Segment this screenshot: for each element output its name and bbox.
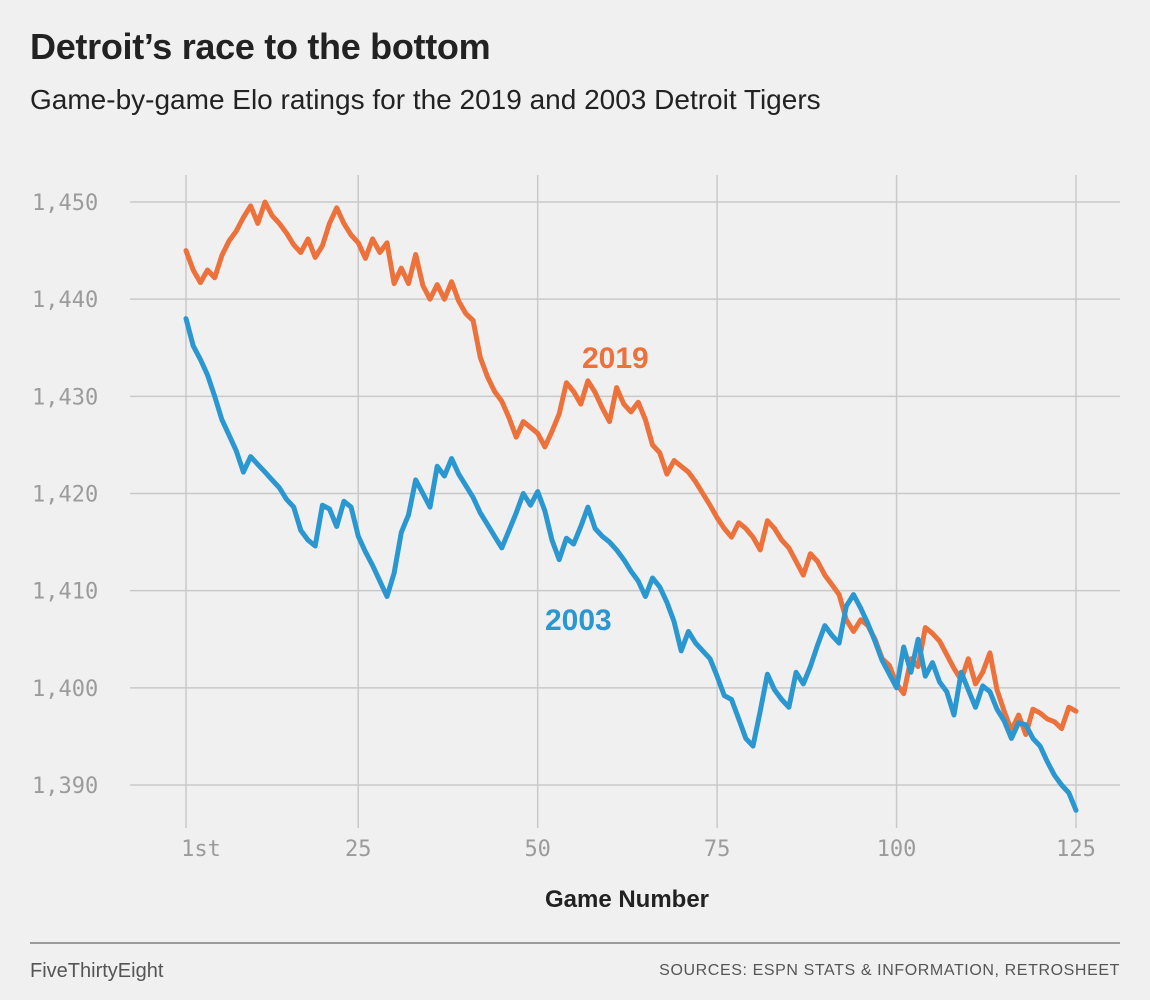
x-axis-label: Game Number [545, 886, 709, 913]
y-axis-ticks: 1,390 1,400 1,410 1,420 1,430 1,440 1,450 [32, 191, 98, 799]
y-tick-label: 1,420 [32, 483, 98, 508]
x-tick-label: 125 [1056, 837, 1096, 862]
footer-divider [30, 942, 1120, 944]
series-lines [183, 199, 1079, 813]
y-tick-label: 1,450 [32, 191, 98, 216]
x-tick-label: 1st [181, 837, 221, 862]
y-tick-label: 1,390 [32, 774, 98, 799]
x-tick-label: 75 [704, 837, 731, 862]
series-label-2019: 2019 [582, 342, 649, 375]
sources-label: SOURCES: ESPN STATS & INFORMATION, RETRO… [659, 962, 1120, 979]
x-axis-ticks: 1st 25 50 75 100 125 [181, 837, 1096, 862]
chart-title: Detroit’s race to the bottom [30, 26, 491, 67]
x-tick-label: 100 [877, 837, 917, 862]
x-tick-label: 25 [345, 837, 372, 862]
y-tick-label: 1,440 [32, 288, 98, 313]
chart-subtitle: Game-by-game Elo ratings for the 2019 an… [30, 84, 821, 115]
gridlines [130, 175, 1120, 828]
line-chart: 1,390 1,400 1,410 1,420 1,430 1,440 1,450 1st 2… [32, 175, 1120, 913]
series-line-2003 [183, 316, 1079, 813]
brand-label: FiveThirtyEight [30, 960, 164, 982]
series-line-2019 [183, 199, 1079, 737]
y-tick-label: 1,410 [32, 580, 98, 605]
x-tick-label: 50 [524, 837, 551, 862]
series-label-2003: 2003 [545, 604, 612, 637]
y-tick-label: 1,400 [32, 677, 98, 702]
y-tick-label: 1,430 [32, 385, 98, 410]
